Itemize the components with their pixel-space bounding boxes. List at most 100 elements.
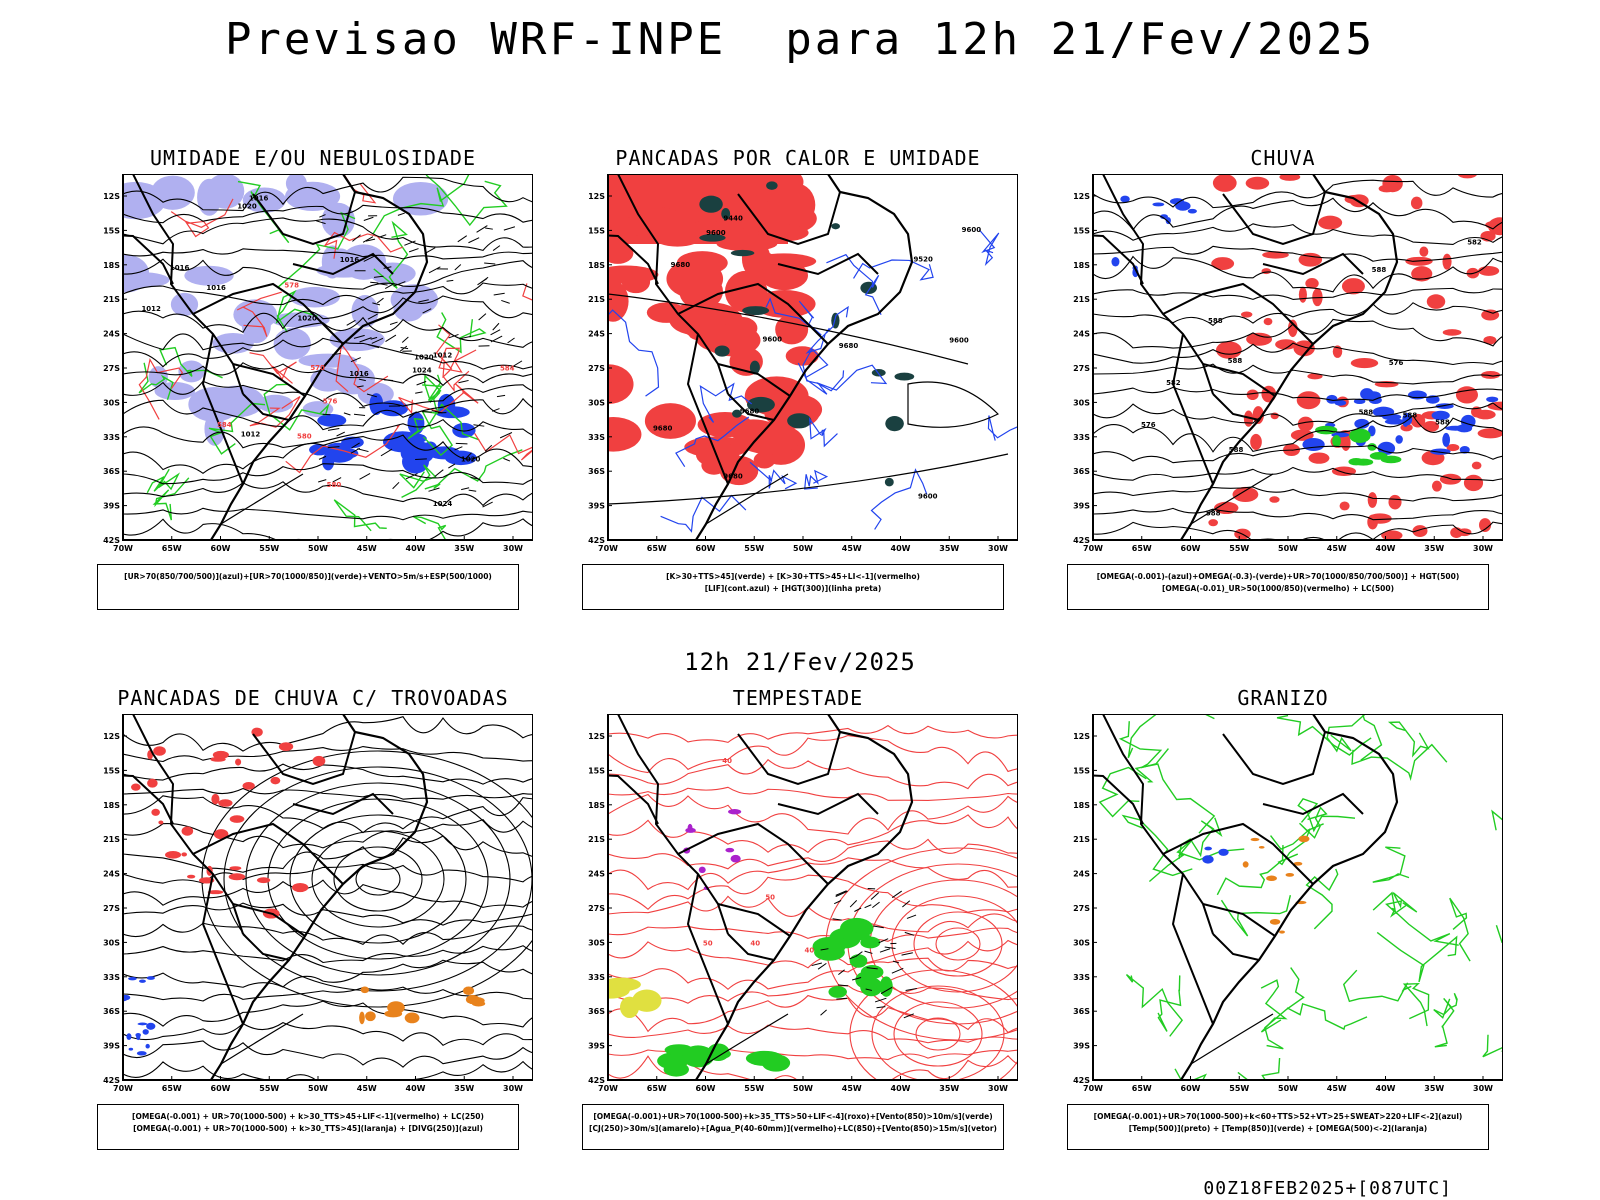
shaded-area	[742, 306, 770, 316]
shaded-area	[452, 422, 476, 438]
shaded-area	[317, 413, 347, 427]
wind-vector	[468, 237, 480, 244]
country-border	[1262, 252, 1364, 276]
lat-label: 36S	[103, 1007, 120, 1016]
wind-vector	[401, 336, 409, 343]
streamline	[123, 795, 533, 834]
shaded-area	[213, 829, 229, 840]
legend-line: [LIF](cont.azul) + [HGT(300)](linha pret…	[704, 584, 882, 593]
country-border	[677, 282, 809, 325]
wind-vector	[492, 408, 500, 412]
shaded-area	[1307, 373, 1323, 380]
shaded-area	[387, 1001, 405, 1014]
contour-line	[245, 782, 511, 976]
lat-label: 27S	[588, 904, 605, 913]
wind-vector	[905, 987, 917, 991]
lon-label: 45W	[842, 1084, 862, 1093]
country-border	[1212, 933, 1260, 961]
map-pancadas-calor: 9600 9600 9600 9600 9680 9680 9680 9680 9680 9600…	[588, 174, 1018, 553]
wind-vector	[366, 393, 377, 398]
shaded-area	[690, 220, 725, 238]
wind-vector	[316, 220, 326, 225]
wind-vector	[478, 313, 487, 321]
wind-vector	[409, 411, 417, 419]
wind-vector	[834, 900, 842, 905]
wind-vector	[446, 279, 454, 282]
streamline	[1093, 287, 1503, 300]
country-border	[192, 282, 324, 325]
shaded-area	[270, 776, 281, 785]
lat-label: 39S	[1073, 1042, 1090, 1051]
shaded-area	[470, 997, 485, 1005]
contour-line	[355, 862, 401, 896]
country-border	[608, 234, 659, 285]
shaded-area	[210, 385, 265, 418]
contour-line	[797, 362, 888, 395]
legend-line: [K>30+TTS>45](verde) + [K>30+TTS>45+LI<-…	[666, 572, 920, 581]
country-border	[686, 873, 729, 1025]
country-border	[292, 792, 394, 816]
country-border	[1212, 393, 1260, 421]
contour-line	[372, 174, 470, 235]
lon-label: 60W	[211, 544, 231, 553]
contour-label: 570	[310, 364, 325, 372]
lat-label: 36S	[588, 1007, 605, 1016]
contour-line	[1121, 814, 1193, 877]
shaded-area	[1442, 253, 1452, 270]
shaded-area	[884, 477, 894, 487]
country-border	[727, 933, 775, 961]
panel-tempestade: TEMPESTADE 40 40 50 50 40 12S 15S 18S 21S 24S 27S 3…	[578, 686, 1018, 1158]
wind-vector	[377, 282, 388, 286]
lat-label: 42S	[588, 536, 605, 545]
state-border	[220, 1013, 304, 1065]
panel-granizo: GRANIZO 12S 15S 18S 21S 24S 27S 30S 33S 36S 39S 42…	[1063, 686, 1503, 1158]
wind-vector	[503, 457, 511, 462]
panel-title: UMIDADE E/OU NEBULOSIDADE	[149, 146, 477, 170]
lon-label: 55W	[259, 1084, 279, 1093]
shaded-area	[1388, 494, 1402, 510]
wind-vector	[501, 299, 510, 304]
wind-vector	[384, 379, 394, 381]
shaded-area	[1463, 474, 1484, 492]
streamline	[123, 463, 533, 485]
wind-vector	[448, 333, 459, 339]
contour-label: 576	[1141, 421, 1156, 429]
wind-vector	[876, 1006, 886, 1009]
contour-label: 588	[1372, 266, 1387, 274]
contour-line	[1372, 891, 1418, 915]
shaded-area	[1455, 386, 1479, 404]
lat-label: 33S	[588, 433, 605, 442]
lon-label: 30W	[1473, 544, 1493, 553]
wind-vector	[838, 984, 849, 987]
shaded-area	[1353, 398, 1366, 404]
wind-vector	[866, 967, 878, 970]
lat-label: 39S	[588, 1042, 605, 1051]
wind-vector	[835, 890, 847, 896]
legend-line: [CJ(250)>30m/s](amarelo)+[Agua_P(40-60mm…	[589, 1124, 997, 1133]
streamline	[608, 984, 1018, 1004]
country-border	[322, 323, 344, 345]
contour-line	[1178, 817, 1223, 860]
wind-vector	[356, 385, 364, 388]
lon-label: 50W	[793, 544, 813, 553]
streamline	[1093, 245, 1503, 262]
shaded-area	[1315, 425, 1338, 435]
country-border	[737, 731, 841, 786]
wind-vector	[490, 335, 503, 343]
contour-line	[208, 402, 266, 455]
shaded-area	[1410, 196, 1423, 210]
contour-label: 9680	[653, 425, 673, 433]
contour-line	[849, 969, 1018, 1080]
shaded-area	[142, 1029, 149, 1035]
streamline	[1093, 402, 1503, 426]
streamline	[123, 380, 533, 407]
shaded-area	[235, 758, 242, 766]
shaded-area	[1422, 421, 1440, 432]
shaded-area	[725, 847, 735, 853]
wind-vector	[492, 245, 501, 251]
contour-line	[808, 417, 838, 448]
contour-label: 588	[1228, 357, 1243, 365]
lat-label: 30S	[1073, 398, 1090, 407]
contour-line	[1286, 1002, 1368, 1031]
shaded-area	[695, 442, 740, 468]
